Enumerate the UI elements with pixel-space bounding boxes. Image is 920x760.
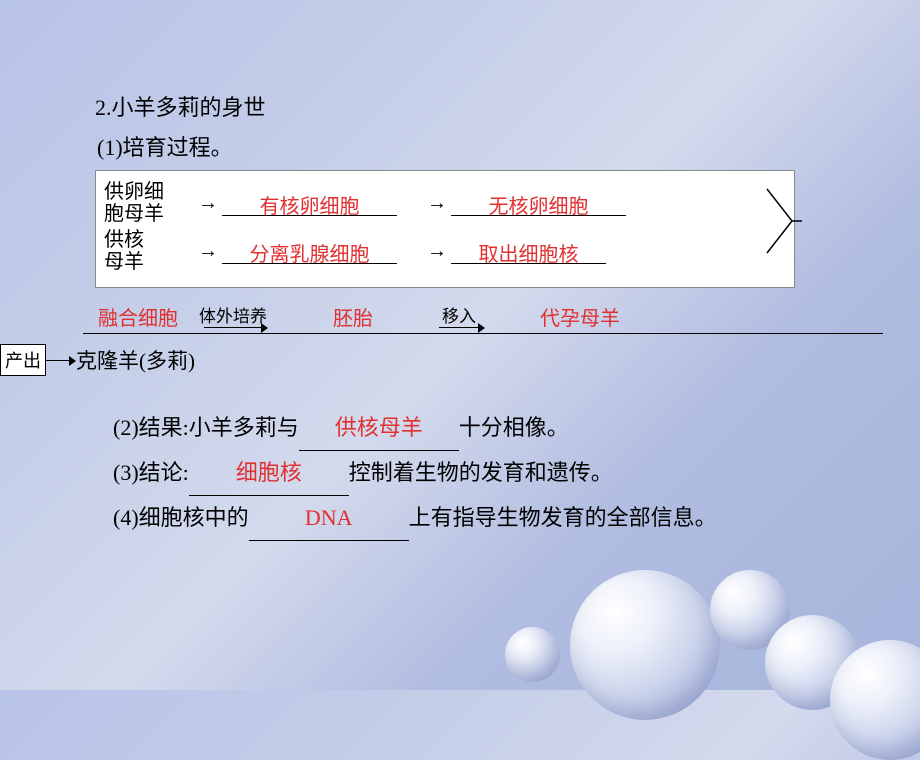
blank-row1-step1: 有核卵细胞 <box>222 190 397 216</box>
q3-prefix: (3)结论: <box>113 460 189 485</box>
output-row: 产出 克隆羊(多莉) <box>0 344 920 376</box>
blank-row1-step2: 无核卵细胞 <box>451 190 626 216</box>
row1-label-line2: 胞母羊 <box>104 203 164 225</box>
flow-row-1: 供卵细 胞母羊 → 有核卵细胞 → 无核卵细胞 <box>104 181 786 225</box>
output-text: 克隆羊(多莉) <box>76 345 195 375</box>
slide-content: 2.小羊多莉的身世 (1)培育过程。 供卵细 胞母羊 → 有核卵细胞 → 无核卵… <box>0 0 920 541</box>
arrow1-label: 体外培养 <box>199 308 267 325</box>
q4-answer: DNA <box>249 496 409 541</box>
qa-line-2: (2)结果:小羊多莉与供核母羊十分相像。 <box>113 406 920 451</box>
q4-prefix: (4)细胞核中的 <box>113 505 249 530</box>
arrow-icon: → <box>198 192 218 215</box>
merge-bracket-icon <box>762 181 802 261</box>
bottom-flow: 融合细胞 体外培养 胚胎 移入 代孕母羊 <box>83 302 920 334</box>
arrow-icon: → <box>427 192 447 215</box>
arrow2-label: 移入 <box>442 308 476 325</box>
flow-item-embryo: 胚胎 <box>273 302 433 334</box>
flow-item-surrogate: 代孕母羊 <box>505 302 655 334</box>
flow-item-fused: 融合细胞 <box>83 302 193 334</box>
row2-label: 供核 母羊 <box>104 229 194 273</box>
row1-label: 供卵细 胞母羊 <box>104 181 194 225</box>
blank-row2-step2: 取出细胞核 <box>451 238 606 264</box>
arrow-icon: → <box>427 240 447 263</box>
qa-line-4: (4)细胞核中的DNA上有指导生物发育的全部信息。 <box>113 496 920 541</box>
q4-suffix: 上有指导生物发育的全部信息。 <box>409 505 717 530</box>
q3-answer: 细胞核 <box>189 451 349 496</box>
output-box-label: 产出 <box>0 344 46 376</box>
decorative-sphere <box>570 570 720 720</box>
section-title: 2.小羊多莉的身世 <box>95 90 920 122</box>
arrow-with-label-1: 体外培养 <box>199 308 267 328</box>
decorative-sphere <box>505 627 560 682</box>
sub-heading: (1)培育过程。 <box>97 130 920 162</box>
blank-row2-step1: 分离乳腺细胞 <box>222 238 397 264</box>
q2-answer: 供核母羊 <box>299 406 459 451</box>
row2-label-line2: 母羊 <box>104 251 144 273</box>
arrow-with-label-2: 移入 <box>439 308 479 328</box>
row1-label-line1: 供卵细 <box>104 181 164 203</box>
q3-suffix: 控制着生物的发育和遗传。 <box>349 460 613 485</box>
row2-label-line1: 供核 <box>104 229 144 251</box>
process-diagram: 供卵细 胞母羊 → 有核卵细胞 → 无核卵细胞 供核 母羊 → 分离乳腺细胞 →… <box>95 170 795 288</box>
arrow-icon: → <box>198 240 218 263</box>
q2-prefix: (2)结果:小羊多莉与 <box>113 415 299 440</box>
qa-block: (2)结果:小羊多莉与供核母羊十分相像。 (3)结论:细胞核控制着生物的发育和遗… <box>95 406 920 541</box>
qa-line-3: (3)结论:细胞核控制着生物的发育和遗传。 <box>113 451 920 496</box>
underline-bottom <box>83 333 883 334</box>
arrow-icon <box>46 360 70 361</box>
q2-suffix: 十分相像。 <box>459 415 569 440</box>
flow-row-2: 供核 母羊 → 分离乳腺细胞 → 取出细胞核 <box>104 229 786 273</box>
